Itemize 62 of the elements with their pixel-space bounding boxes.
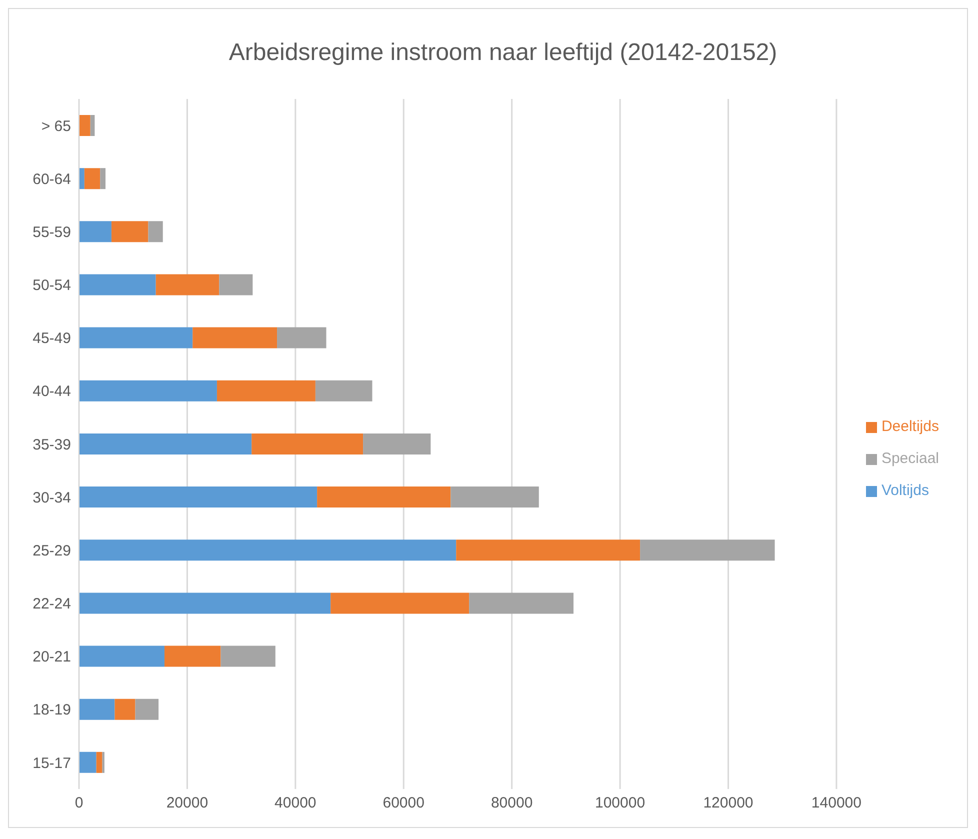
y-tick-label: 25-29 xyxy=(32,542,71,560)
bar xyxy=(79,540,456,561)
bar xyxy=(79,115,90,136)
y-tick-label: 50-54 xyxy=(32,277,71,294)
bar xyxy=(640,540,775,561)
bar xyxy=(216,380,316,402)
bar xyxy=(79,698,115,720)
bar xyxy=(114,698,136,720)
bar xyxy=(79,380,217,402)
bar xyxy=(79,592,331,614)
legend-label: Voltijds xyxy=(881,482,929,499)
legend-label: Speciaal xyxy=(881,450,939,467)
y-tick-label: 45-49 xyxy=(32,330,71,348)
bar xyxy=(330,592,470,614)
bar xyxy=(148,221,163,242)
bar xyxy=(79,274,156,296)
bar xyxy=(317,486,451,508)
x-tick-label: 100000 xyxy=(595,794,646,812)
x-tick-label: 60000 xyxy=(382,794,424,812)
bar xyxy=(79,168,84,190)
bar xyxy=(90,115,95,136)
bar xyxy=(456,540,640,561)
bar xyxy=(100,168,106,190)
y-tick-label: 30-34 xyxy=(32,489,71,506)
y-tick-label: 35-39 xyxy=(32,436,71,454)
x-tick-label: 0 xyxy=(74,794,84,812)
x-tick-label: 80000 xyxy=(490,794,533,812)
bar xyxy=(156,274,220,296)
bar xyxy=(219,274,253,296)
y-tick-label: 40-44 xyxy=(32,383,71,400)
bar xyxy=(79,752,96,773)
bar xyxy=(79,221,112,242)
bar xyxy=(164,646,221,667)
y-tick-label: > 65 xyxy=(41,118,71,135)
y-tick-label: 55-59 xyxy=(32,224,71,242)
bar xyxy=(450,486,539,508)
bar xyxy=(192,327,278,348)
x-tick-label: 120000 xyxy=(703,794,754,812)
bar xyxy=(469,592,574,614)
x-tick-label: 40000 xyxy=(274,794,316,812)
bar xyxy=(111,221,148,242)
legend-label: Deeltijds xyxy=(881,418,939,435)
chart-title: Arbeidsregime instroom naar leeftijd (20142-20152) xyxy=(228,38,778,68)
bar xyxy=(277,327,326,348)
bar xyxy=(79,486,318,508)
bar xyxy=(84,168,100,190)
y-tick-label: 20-21 xyxy=(32,648,71,666)
y-tick-label: 60-64 xyxy=(32,170,71,188)
bar xyxy=(96,752,102,773)
bar xyxy=(220,646,276,667)
bar xyxy=(252,433,364,454)
bar xyxy=(315,380,372,402)
y-tick-label: 15-17 xyxy=(32,754,71,772)
y-tick-label: 22-24 xyxy=(32,596,71,613)
x-tick-label: 20000 xyxy=(166,794,208,812)
bar xyxy=(79,433,252,454)
y-tick-label: 18-19 xyxy=(32,702,71,719)
bar xyxy=(79,646,164,667)
x-tick-label: 140000 xyxy=(811,794,862,812)
bar xyxy=(363,433,431,454)
bar xyxy=(135,698,159,720)
bar xyxy=(79,327,193,348)
